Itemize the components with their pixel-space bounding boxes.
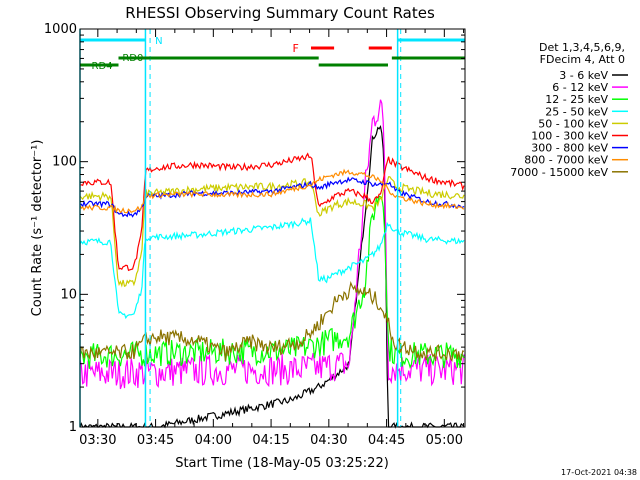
series-line-800-7000-kev: [79, 168, 465, 214]
legend-header-line: FDecim 4, Att 0: [540, 53, 625, 66]
series-line-6-12-kev: [79, 99, 465, 390]
series-line-100-300-kev: [79, 152, 465, 272]
x-tick-label: 05:00: [426, 433, 463, 448]
legend-entry-label: 100 - 300 keV: [531, 130, 608, 143]
y-tick-label: 1: [69, 420, 77, 435]
legend-entry-label: 300 - 800 keV: [531, 142, 608, 155]
x-axis-label: Start Time (18-May-05 03:25:22): [175, 456, 389, 471]
legend-entry-label: 800 - 7000 keV: [524, 154, 608, 167]
x-tick-label: 03:30: [79, 433, 116, 448]
legend-entry-label: 25 - 50 keV: [545, 105, 608, 118]
legend-entry-label: 6 - 12 keV: [552, 81, 608, 94]
y-axis-label: Count Rate (s⁻¹ detector⁻¹): [30, 140, 45, 317]
legend-entry-label: 7000 - 15000 keV: [510, 166, 608, 179]
series-line-12-25-kev: [79, 195, 465, 369]
plot-frame: [79, 28, 466, 428]
series-line-300-800-kev: [79, 176, 465, 218]
x-tick-label: 04:45: [368, 433, 405, 448]
f-flag-label: F: [293, 42, 299, 55]
x-tick-label: 04:00: [195, 433, 232, 448]
x-tick-label: 04:30: [310, 433, 347, 448]
y-tick-label: 100: [52, 155, 77, 170]
x-axis: 03:30 03:45 04:00 04:15 04:30 04:45 05:00: [79, 29, 465, 448]
series-line-7000-15000-kev: [79, 281, 465, 362]
observing-flag-markers: N RD0 RD4 F: [79, 29, 466, 427]
rd4-flag-label: RD4: [92, 61, 113, 72]
legend: Det 1,3,4,5,6,9,FDecim 4, Att 0 3 - 6 keV…: [510, 41, 628, 179]
chart-title: RHESSI Observing Summary Count Rates: [125, 4, 435, 22]
n-flag-label: N: [155, 36, 162, 47]
x-tick-label: 04:15: [252, 433, 289, 448]
y-axis: 1 10 100 1000: [44, 22, 465, 435]
legend-entry-label: 50 - 100 keV: [538, 117, 608, 130]
series-line-50-100-kev: [79, 176, 465, 288]
y-tick-label: 1000: [44, 22, 77, 37]
legend-entry-label: 3 - 6 keV: [559, 69, 608, 82]
x-tick-label: 03:45: [137, 433, 174, 448]
rd0-flag-label: RD0: [122, 53, 143, 64]
legend-header-line: Det 1,3,4,5,6,9,: [539, 41, 625, 54]
series-line-25-50-kev: [79, 217, 465, 320]
series-layer: [79, 99, 465, 429]
y-tick-label: 10: [60, 287, 77, 302]
footer-timestamp: 17-Oct-2021 04:38: [561, 468, 637, 477]
legend-entry-label: 12 - 25 keV: [545, 93, 608, 106]
